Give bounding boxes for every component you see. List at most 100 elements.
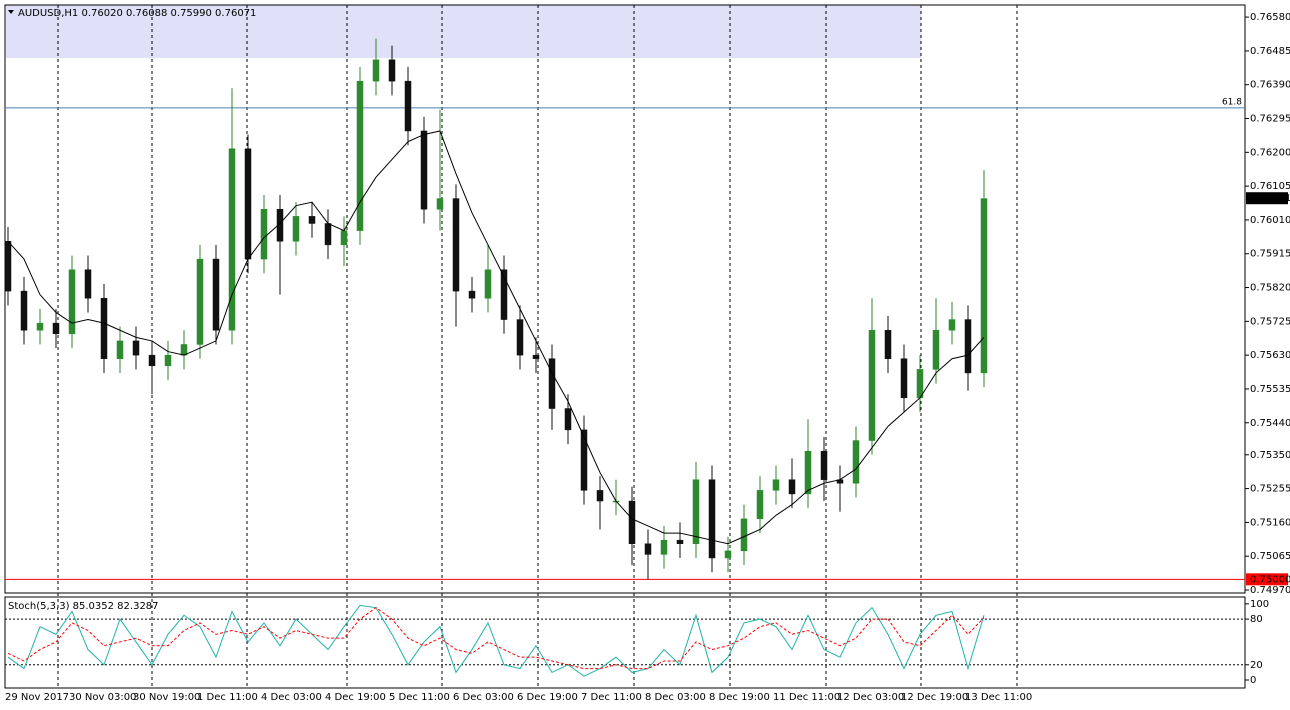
candle-body xyxy=(884,329,892,359)
candle-body xyxy=(340,230,348,246)
candle-body xyxy=(292,216,300,242)
x-tick-label: 11 Dec 11:00 xyxy=(773,692,840,703)
y-tick-label: 0.75725 xyxy=(1250,316,1290,327)
last-price-tag xyxy=(1246,192,1288,205)
x-tick-label: 6 Dec 19:00 xyxy=(517,692,578,703)
candle-body xyxy=(580,429,588,491)
candle-body xyxy=(228,148,236,331)
x-tick-label: 12 Dec 03:00 xyxy=(837,692,904,703)
candle-body xyxy=(724,550,732,559)
chart-title: AUDUSD,H1 0.76020 0.76088 0.75990 0.7607… xyxy=(18,8,256,19)
x-tick-label: 12 Dec 19:00 xyxy=(901,692,968,703)
x-tick-label: 5 Dec 11:00 xyxy=(389,692,450,703)
y-tick-label: 0.76390 xyxy=(1250,80,1290,91)
candle-body xyxy=(420,130,428,210)
x-tick-label: 30 Nov 03:00 xyxy=(69,692,136,703)
level-tag xyxy=(1246,573,1288,586)
x-tick-label: 29 Nov 2017 xyxy=(5,692,69,703)
indicator-title: Stoch(5,3,3) 85.0352 82.3287 xyxy=(8,601,159,612)
candle-body xyxy=(452,198,460,292)
candle-body xyxy=(484,269,492,299)
candle-body xyxy=(404,80,412,132)
candle-body xyxy=(756,490,764,520)
y-tick-label: 0.76010 xyxy=(1250,215,1290,226)
level-tag-label: 0.75000 xyxy=(1250,574,1290,585)
candle-body xyxy=(356,80,364,231)
candle-body xyxy=(516,319,524,356)
candle-body xyxy=(100,297,108,359)
candle-body xyxy=(260,209,268,260)
x-tick-label: 30 Nov 19:00 xyxy=(133,692,200,703)
y-tick-label: 20 xyxy=(1250,660,1263,671)
y-tick-label: 0.76580 xyxy=(1250,12,1290,23)
candle-body xyxy=(932,329,940,370)
candle-body xyxy=(148,354,156,367)
x-tick-label: 8 Dec 19:00 xyxy=(709,692,770,703)
candle-body xyxy=(436,198,444,210)
y-tick-label: 0.76105 xyxy=(1250,181,1290,192)
candle-body xyxy=(772,479,780,491)
candle-body xyxy=(132,340,140,356)
candle-body xyxy=(692,479,700,544)
symbol-marker xyxy=(8,10,14,14)
candle-body xyxy=(324,223,332,246)
moving-average xyxy=(7,130,985,545)
candle-body xyxy=(116,340,124,359)
candle-body xyxy=(84,269,92,299)
candle-body xyxy=(372,59,380,82)
y-tick-label: 0.75915 xyxy=(1250,249,1290,260)
y-tick-label: 0.75350 xyxy=(1250,450,1290,461)
candle-body xyxy=(20,290,28,331)
y-tick-label: 0.75160 xyxy=(1250,517,1290,528)
fib-label: 61.8 xyxy=(1222,97,1242,107)
y-tick-label: 0.76295 xyxy=(1250,114,1290,125)
candle-body xyxy=(4,241,12,292)
y-tick-label: 0.75630 xyxy=(1250,350,1290,361)
y-tick-label: 0.75440 xyxy=(1250,418,1290,429)
x-tick-label: 4 Dec 03:00 xyxy=(261,692,322,703)
candle-body xyxy=(788,479,796,495)
candle-body xyxy=(308,216,316,224)
y-tick-label: 0.76200 xyxy=(1250,147,1290,158)
y-tick-label: 0.75535 xyxy=(1250,384,1290,395)
candle-body xyxy=(212,258,220,331)
candle-body xyxy=(68,269,76,335)
candle-body xyxy=(804,450,812,495)
candle-body xyxy=(852,440,860,484)
candle-body xyxy=(388,59,396,82)
candle-body xyxy=(564,408,572,431)
candle-body xyxy=(708,479,716,559)
y-tick-label: 0 xyxy=(1250,675,1256,686)
candle-body xyxy=(36,322,44,331)
candle-body xyxy=(468,290,476,299)
x-tick-label: 8 Dec 03:00 xyxy=(645,692,706,703)
candle-body xyxy=(532,354,540,359)
main-panel-frame xyxy=(4,4,1246,594)
candle-body xyxy=(644,543,652,555)
x-tick-label: 13 Dec 11:00 xyxy=(965,692,1032,703)
y-tick-label: 0.75065 xyxy=(1250,551,1290,562)
x-tick-label: 7 Dec 11:00 xyxy=(581,692,642,703)
candle-body xyxy=(900,358,908,399)
indicator-panel-frame xyxy=(4,596,1246,689)
candle-body xyxy=(740,518,748,552)
y-tick-label: 0.75820 xyxy=(1250,283,1290,294)
candle-body xyxy=(500,269,508,320)
x-tick-label: 4 Dec 19:00 xyxy=(325,692,386,703)
candle-body xyxy=(868,329,876,441)
candle-body xyxy=(628,500,636,544)
candle-body xyxy=(276,209,284,242)
candle-body xyxy=(916,369,924,399)
candle-body xyxy=(548,358,556,409)
y-tick-label: 0.75255 xyxy=(1250,484,1290,495)
candle-body xyxy=(980,198,988,374)
y-tick-label: 100 xyxy=(1250,599,1269,610)
last-price-label: 0.76071 xyxy=(1250,193,1290,204)
candle-body xyxy=(596,490,604,502)
y-tick-label: 0.74970 xyxy=(1250,585,1290,596)
stoch-signal xyxy=(7,607,985,670)
candle-body xyxy=(820,450,828,480)
